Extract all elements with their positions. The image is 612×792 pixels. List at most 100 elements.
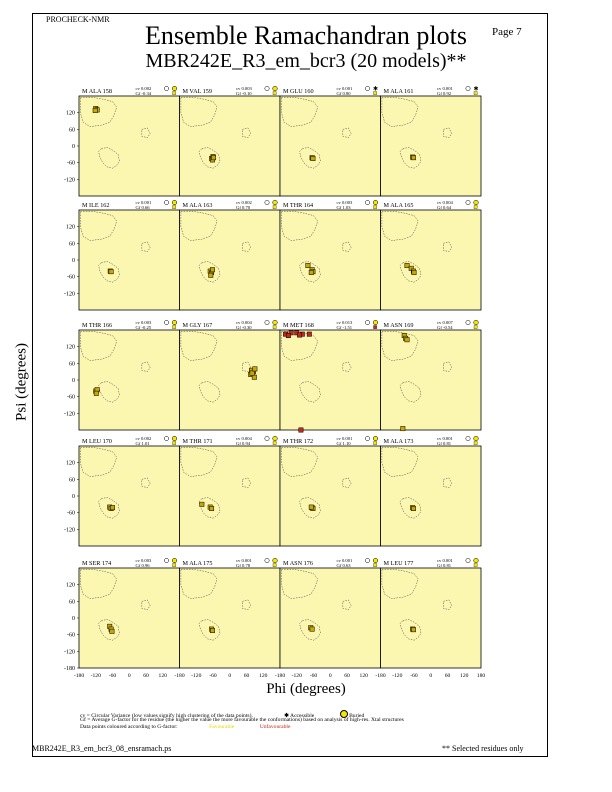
y-tick-label: -60	[67, 395, 75, 401]
legend-line-gf: Gf = Average G-factor for the residue (t…	[80, 717, 404, 723]
x-tick-label: 120	[159, 673, 168, 679]
y-tick-label: 0	[72, 258, 75, 264]
alpha-region-outline	[399, 381, 422, 403]
gf-label: Gf 0.81	[437, 563, 452, 568]
beta-region-outline	[381, 569, 419, 599]
gf-label: Gf -1.51	[337, 325, 353, 330]
data-point	[411, 270, 417, 275]
y-tick-label: 60	[69, 127, 75, 133]
residue-label: M ALA 165	[384, 202, 414, 209]
info-icon	[365, 200, 370, 205]
cv-label: cv 0.003	[136, 558, 153, 563]
page-number: Page 7	[492, 26, 522, 38]
data-point	[306, 331, 312, 337]
gf-label: Gf -0.54	[437, 325, 453, 330]
residue-label: M MET 168	[283, 322, 314, 329]
buried-icon	[473, 435, 479, 442]
gf-swatch	[473, 325, 478, 329]
info-icon	[164, 558, 169, 563]
gf-swatch	[473, 441, 478, 445]
buried-icon	[372, 557, 379, 564]
x-tick-label: 180	[477, 673, 486, 679]
page-frame	[32, 13, 548, 757]
buried-icon	[171, 435, 178, 442]
x-tick-label: 60	[143, 673, 149, 679]
cv-label: cv 0.001	[337, 436, 354, 441]
gf-swatch	[473, 563, 478, 567]
buried-icon	[473, 199, 479, 206]
residue-label: M GLY 167	[183, 322, 213, 329]
cv-label: cv 0.003	[136, 320, 153, 325]
info-icon	[264, 558, 270, 563]
residue-label: M ILE 162	[82, 202, 110, 209]
panel-background	[78, 445, 180, 547]
beta-region-outline	[80, 331, 117, 361]
gf-swatch	[272, 441, 277, 445]
x-tick-label: 60	[344, 673, 350, 679]
gf-label: Gf 0.94	[236, 441, 251, 446]
alpha-region-outline	[98, 619, 120, 641]
left-helix-region-outline	[342, 477, 352, 488]
buried-icon	[473, 557, 479, 564]
data-point	[285, 333, 291, 339]
legend-buried-text: Buried	[349, 713, 365, 719]
y-tick-label: 0	[72, 144, 75, 150]
y-tick-label: -120	[64, 649, 75, 655]
cv-label: cv 0.001	[337, 558, 354, 563]
panel-background	[380, 209, 482, 311]
x-tick-label: 0	[128, 673, 131, 679]
gf-swatch	[272, 205, 277, 209]
panel-background	[78, 567, 180, 669]
gf-label: Gf 0.81	[437, 441, 452, 446]
panel-background	[380, 329, 482, 431]
residue-label: M VAL 159	[183, 88, 212, 95]
info-icon	[164, 200, 169, 205]
alpha-region-outline	[98, 381, 120, 403]
alpha-region-outline	[299, 619, 321, 641]
beta-region-outline	[381, 211, 419, 241]
data-point	[92, 107, 98, 113]
gf-swatch	[172, 441, 176, 445]
left-helix-region-outline	[141, 599, 151, 610]
beta-region-outline	[281, 447, 318, 477]
data-point	[404, 337, 410, 343]
residue-label: M ALA 158	[82, 88, 112, 95]
alpha-region-outline	[198, 147, 221, 169]
y-tick-label: -120	[64, 177, 75, 183]
residue-label: M SER 174	[82, 560, 111, 567]
beta-region-outline	[381, 447, 419, 477]
y-tick-label: 120	[66, 225, 75, 231]
data-point	[110, 505, 115, 511]
x-tick-label: -120	[392, 673, 402, 679]
alpha-region-outline	[399, 147, 422, 169]
panel-background	[380, 567, 482, 669]
info-icon	[365, 436, 370, 441]
buried-icon	[171, 557, 178, 564]
x-tick-label: 120	[259, 673, 268, 679]
gf-swatch	[373, 205, 377, 209]
beta-region-outline	[180, 331, 218, 361]
data-point	[410, 155, 416, 161]
buried-icon	[171, 199, 178, 206]
left-helix-region-outline	[443, 599, 452, 610]
left-helix-region-outline	[443, 477, 452, 488]
info-icon	[465, 558, 471, 563]
alpha-region-outline	[299, 381, 321, 403]
cv-label: cv 0.001	[437, 436, 454, 441]
info-icon	[264, 436, 270, 441]
residue-label: M LEU 177	[384, 560, 414, 567]
cv-label: cv 0.001	[236, 558, 253, 563]
info-icon	[164, 86, 169, 91]
residue-label: M GLU 160	[283, 88, 314, 95]
panel-background	[279, 567, 381, 669]
data-point	[208, 272, 214, 278]
x-tick-label: -180	[74, 673, 84, 679]
info-icon	[164, 436, 169, 441]
x-tick-label: -180	[174, 673, 184, 679]
alpha-region-outline	[299, 147, 321, 169]
gf-label: Gf 0.66	[136, 205, 151, 210]
x-tick-label: -60	[109, 673, 117, 679]
buried-icon	[372, 319, 379, 326]
info-icon	[465, 320, 471, 325]
